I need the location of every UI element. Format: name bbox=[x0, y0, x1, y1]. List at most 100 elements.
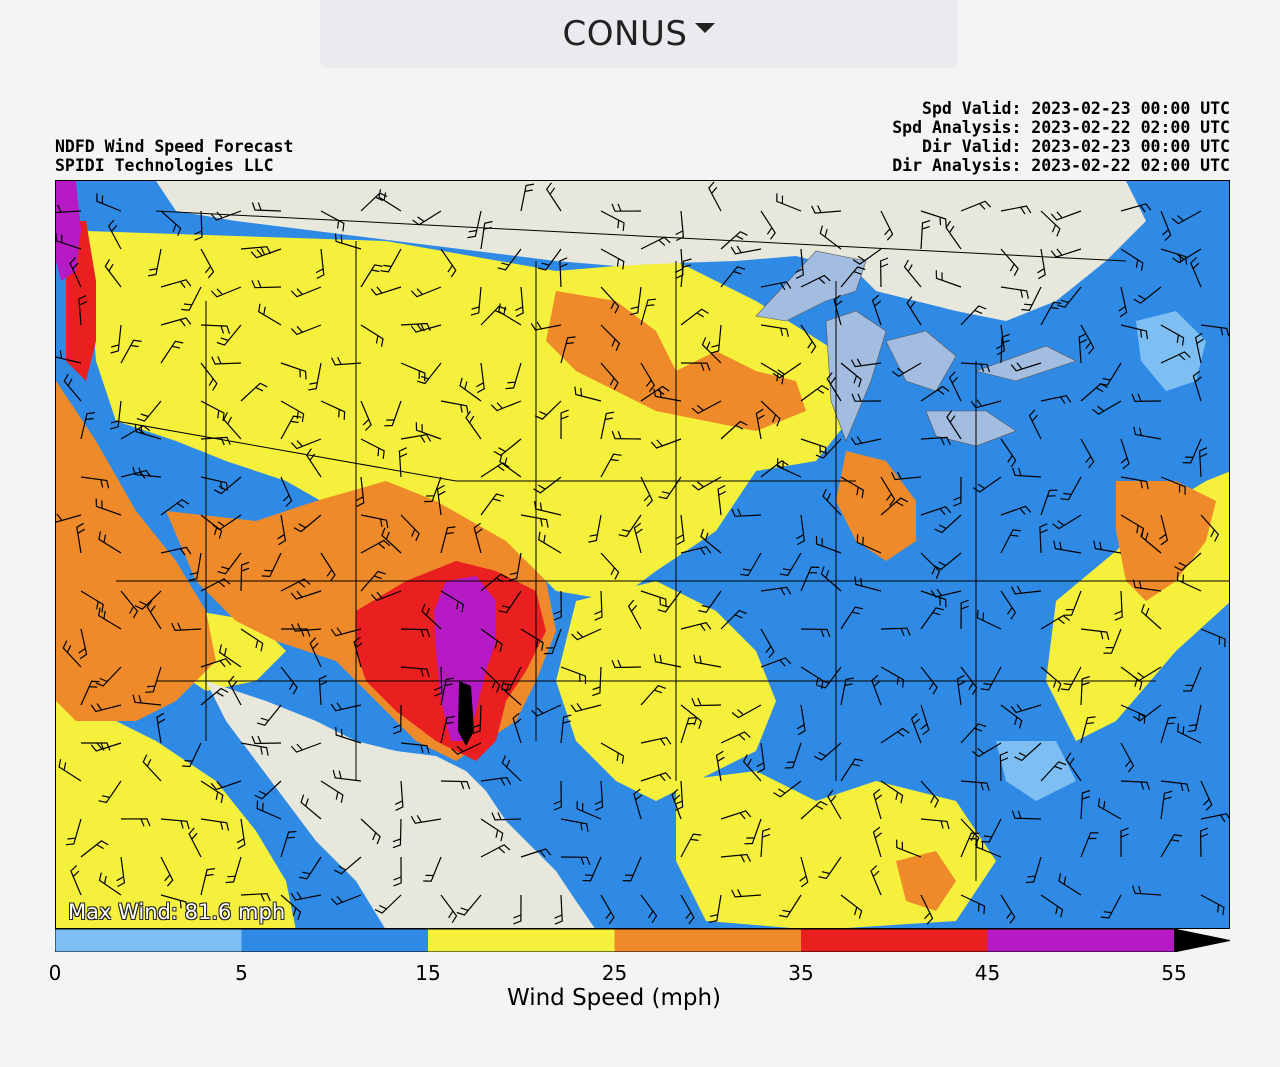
wind-barb bbox=[200, 658, 232, 668]
wind-barb bbox=[451, 742, 482, 755]
wind-barb bbox=[374, 894, 402, 914]
wind-barb bbox=[784, 742, 802, 769]
wind-barb bbox=[640, 684, 667, 706]
wind-barb bbox=[1060, 476, 1082, 501]
wind-barb bbox=[240, 892, 271, 902]
wind-barb bbox=[213, 476, 242, 495]
wind-barb bbox=[290, 438, 322, 450]
colorbar-bins bbox=[55, 929, 1230, 952]
wind-barb bbox=[934, 514, 962, 534]
colorbar-tick-label: 15 bbox=[415, 961, 441, 985]
wind-barb bbox=[110, 400, 122, 430]
wind-barb bbox=[840, 677, 854, 706]
wind-barb bbox=[640, 476, 654, 507]
wind-barb bbox=[537, 248, 562, 271]
wind-barb bbox=[600, 453, 622, 478]
wind-barb bbox=[1000, 529, 1021, 554]
wind-barb bbox=[459, 377, 482, 402]
wind-barb bbox=[56, 350, 82, 364]
wind-barb bbox=[653, 653, 682, 668]
wind-barb bbox=[90, 703, 122, 713]
wind-barb bbox=[850, 358, 882, 368]
wind-barb bbox=[600, 894, 615, 925]
wind-barb bbox=[880, 627, 911, 636]
colorbar-outline bbox=[55, 929, 1230, 952]
wind-barb bbox=[298, 856, 322, 880]
wind-barb bbox=[410, 814, 442, 824]
wind-barb bbox=[250, 248, 282, 259]
wind-barb bbox=[1160, 210, 1172, 242]
wind-barb bbox=[776, 193, 802, 212]
wind-barb bbox=[600, 324, 621, 351]
wind-barb bbox=[640, 298, 656, 326]
wind-barb bbox=[290, 742, 322, 753]
wind-barb bbox=[854, 576, 882, 592]
wind-barb bbox=[1097, 798, 1122, 820]
wind-barb bbox=[520, 628, 544, 651]
wind-barb bbox=[1132, 579, 1162, 592]
wind-barb bbox=[120, 339, 142, 364]
wind-barb bbox=[1120, 666, 1143, 691]
wind-barb bbox=[856, 534, 882, 554]
wind-barb bbox=[98, 780, 122, 804]
wind-barb bbox=[1025, 856, 1042, 884]
wind-barb bbox=[320, 400, 346, 420]
colorbar-label: Wind Speed (mph) bbox=[506, 985, 722, 1011]
wind-barb bbox=[920, 780, 940, 808]
wind-barb bbox=[671, 788, 682, 820]
wind-barb bbox=[760, 628, 775, 659]
wind-barb bbox=[410, 286, 442, 298]
wind-barb bbox=[440, 780, 471, 790]
wind-barb bbox=[530, 321, 562, 331]
wind-barb bbox=[400, 514, 420, 542]
wind-barb bbox=[98, 607, 122, 630]
wind-barb bbox=[920, 506, 952, 516]
state-borders bbox=[115, 210, 1229, 881]
wind-barb bbox=[640, 772, 672, 782]
wind-barb bbox=[1194, 332, 1204, 364]
region-dropdown[interactable]: CONUS bbox=[320, 0, 958, 68]
wind-barb bbox=[1060, 666, 1082, 691]
wind-barb bbox=[1133, 426, 1162, 440]
wind-barb bbox=[600, 248, 625, 270]
wind-barb bbox=[1160, 790, 1173, 820]
wind-barb bbox=[63, 373, 82, 402]
wind-barb bbox=[355, 476, 365, 508]
wind-barb bbox=[972, 476, 1002, 493]
wind-barb bbox=[1187, 704, 1202, 733]
wind-barb bbox=[592, 666, 602, 697]
wind-barb bbox=[290, 286, 322, 298]
wind-barb bbox=[465, 410, 482, 440]
wind-barb bbox=[675, 210, 685, 242]
wind-barb bbox=[160, 279, 192, 289]
wind-barb bbox=[1100, 894, 1122, 919]
wind-barb bbox=[675, 514, 685, 546]
wind-barb bbox=[903, 259, 922, 288]
wind-barb bbox=[360, 400, 372, 431]
wind-barb bbox=[920, 894, 934, 925]
wind-barb bbox=[545, 182, 562, 212]
wind-barb bbox=[80, 680, 100, 706]
wind-barb bbox=[171, 622, 202, 632]
wind-barb bbox=[680, 546, 712, 556]
wind-barb bbox=[611, 659, 642, 669]
wind-barb bbox=[760, 586, 792, 596]
wind-barb bbox=[1000, 438, 1017, 468]
wind-barb bbox=[423, 856, 442, 882]
wind-barb bbox=[156, 712, 166, 744]
wind-barb bbox=[538, 531, 562, 554]
wind-speed-map: Max Wind: 81.6 mph bbox=[55, 180, 1230, 929]
wind-barb bbox=[811, 205, 842, 214]
wind-barb bbox=[1014, 742, 1042, 762]
wind-barb bbox=[594, 590, 603, 621]
wind-barb bbox=[480, 818, 504, 842]
wind-barb bbox=[236, 818, 246, 850]
wind-barb bbox=[720, 609, 747, 630]
wind-barb bbox=[95, 666, 122, 687]
wind-barb bbox=[508, 552, 522, 581]
wind-barb bbox=[576, 800, 602, 820]
wind-barb bbox=[657, 590, 682, 613]
wind-barb bbox=[1176, 571, 1202, 592]
wind-barb bbox=[800, 800, 828, 820]
wind-barb bbox=[200, 400, 225, 422]
